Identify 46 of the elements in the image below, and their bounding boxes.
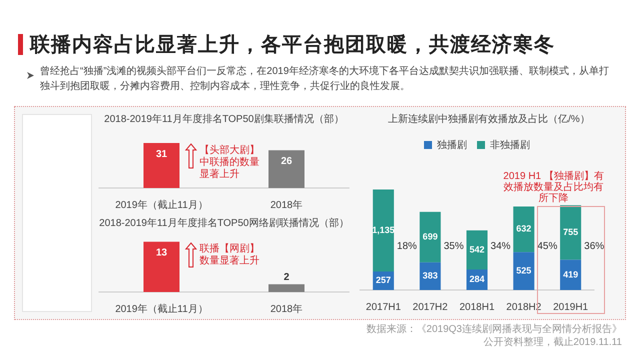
- x-tick-label: 2019年（截止11月）: [115, 302, 208, 315]
- annotation: 18%: [396, 240, 418, 252]
- bar: [560, 205, 582, 260]
- text: 公开资料整理，截止2019.11.11: [483, 336, 622, 349]
- bar: [372, 189, 394, 272]
- data-label: 525: [516, 266, 532, 276]
- x-tick-label: 2019H1: [553, 302, 589, 313]
- bar: [420, 212, 441, 262]
- data-label: 419: [563, 269, 578, 280]
- x-tick-label: 2019年（截止11月）: [115, 198, 208, 211]
- text: 联播内容占比显著上升，各平台抱团取暖，共渡经济寒冬: [30, 32, 555, 58]
- data-label: 31: [156, 148, 168, 160]
- bar: [513, 206, 534, 252]
- legend-label: 独播剧: [437, 138, 467, 151]
- annotation: 【头部大剧】中联播的数量显著上升: [200, 144, 260, 180]
- annotation: 联播【网剧】数量显著上升: [200, 242, 260, 266]
- x-tick-label: 2018年: [270, 198, 303, 211]
- data-label: 699: [422, 232, 438, 242]
- x-tick-label: 2017H1: [366, 302, 402, 313]
- data-label: 13: [156, 247, 168, 258]
- legend-label: 非独播剧: [490, 138, 530, 151]
- chart-title: 2018-2019年11月年度排名TOP50剧集联播情况（部）: [103, 112, 345, 126]
- annotation: 2019 H1 【独播剧】有效播放数量及占比均有所下降: [502, 171, 605, 204]
- data-label: 755: [563, 226, 578, 237]
- data-label: 284: [469, 274, 485, 284]
- annotation: 35%: [444, 240, 464, 252]
- chart-title: 上新连续剧中独播剧有效播放及占比（亿/%）: [387, 112, 591, 126]
- data-label: 542: [469, 244, 485, 254]
- chart-title: 2018-2019年11月年度排名TOP50网络剧联播情况（部）: [98, 216, 350, 230]
- x-tick-label: 2018年: [270, 302, 303, 315]
- bar: [560, 260, 582, 290]
- x-tick-label: 2017H2: [412, 302, 448, 313]
- x-tick-label: 2018H2: [506, 302, 542, 313]
- bar: [466, 230, 488, 270]
- x-tick-label: 2018H1: [459, 302, 495, 313]
- data-label: 632: [516, 224, 532, 234]
- annotation: 34%: [490, 240, 511, 252]
- data-label: 257: [376, 275, 391, 286]
- annotation: 45%: [537, 240, 558, 252]
- data-label: 26: [280, 156, 292, 168]
- data-label: 2: [284, 272, 290, 284]
- annotation: 36%: [584, 240, 604, 252]
- bar: [513, 252, 534, 290]
- text: 曾经抢占“独播”浅滩的视频头部平台们一反常态，在2019年经济寒冬的大环境下各平台达成默契共识加强联播、联制模式，从单打独斗到抱团取暖，分摊内容费用、控制内容成本，理性竞争，共促行业的良性发展。: [40, 64, 610, 94]
- source-note: 数据来源：《2019Q3连续剧网播表现与全网情分析报告》: [366, 322, 622, 336]
- data-label: 383: [422, 270, 438, 281]
